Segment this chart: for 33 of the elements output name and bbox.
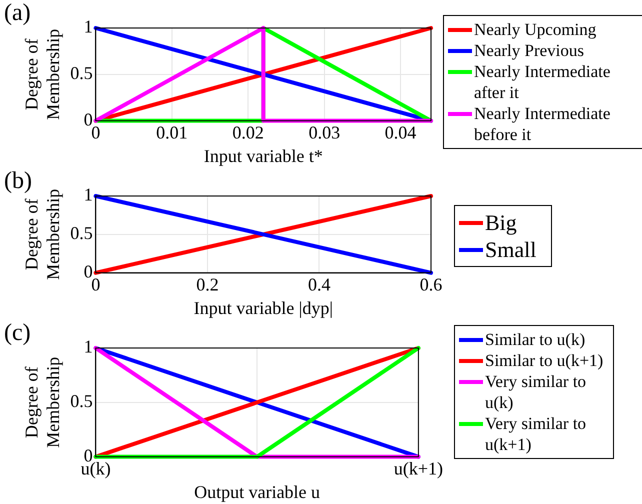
legend-label: Very similar to u(k) [485,371,588,413]
y-tick-label: 0.5 [70,223,93,244]
y-tick-label: 1 [84,16,93,37]
x-tick-label: 0.03 [308,122,340,142]
legend-label: Nearly Previous [474,40,584,61]
x-axis-title: Input variable |dyp| [194,298,333,318]
legend-label: Similar to u(k+1) [485,350,604,371]
x-axis-title: Output variable u [194,482,320,502]
y-tick-label: 0 [84,110,93,130]
legend-label: Big [485,209,517,236]
y-axis-title: Degree of Membership [22,356,64,448]
y-axis-title: Degree of Membership [22,28,64,120]
y-tick-label: 1 [84,184,93,205]
x-tick-label: 0.2 [196,274,219,294]
x-tick-label: 0.6 [420,274,442,294]
x-axis-title: Input variable t* [204,146,323,166]
y-tick-label: 0 [84,262,93,282]
legend-label: Nearly Intermediate after it [474,61,612,103]
legend-label: Similar to u(k) [485,329,586,350]
y-tick-label: 0.5 [70,391,93,412]
legend-label: Nearly Intermediate before it [474,103,612,145]
legend-label: Very similar to u(k+1) [485,413,588,455]
x-tick-label: 0.01 [156,122,188,142]
x-tick-label: 0.04 [384,122,416,142]
x-tick-label: 0.4 [308,274,330,294]
y-tick-label: 0.5 [70,63,93,84]
y-tick-label: 1 [84,336,93,357]
x-tick-label: 0.02 [232,122,264,142]
x-tick-label: u(k+1) [394,458,444,478]
legend-label: Small [485,236,536,263]
chart-title: (a) [4,0,31,27]
chart-title: (c) [4,320,31,347]
legend-label: Nearly Upcoming [474,19,596,40]
